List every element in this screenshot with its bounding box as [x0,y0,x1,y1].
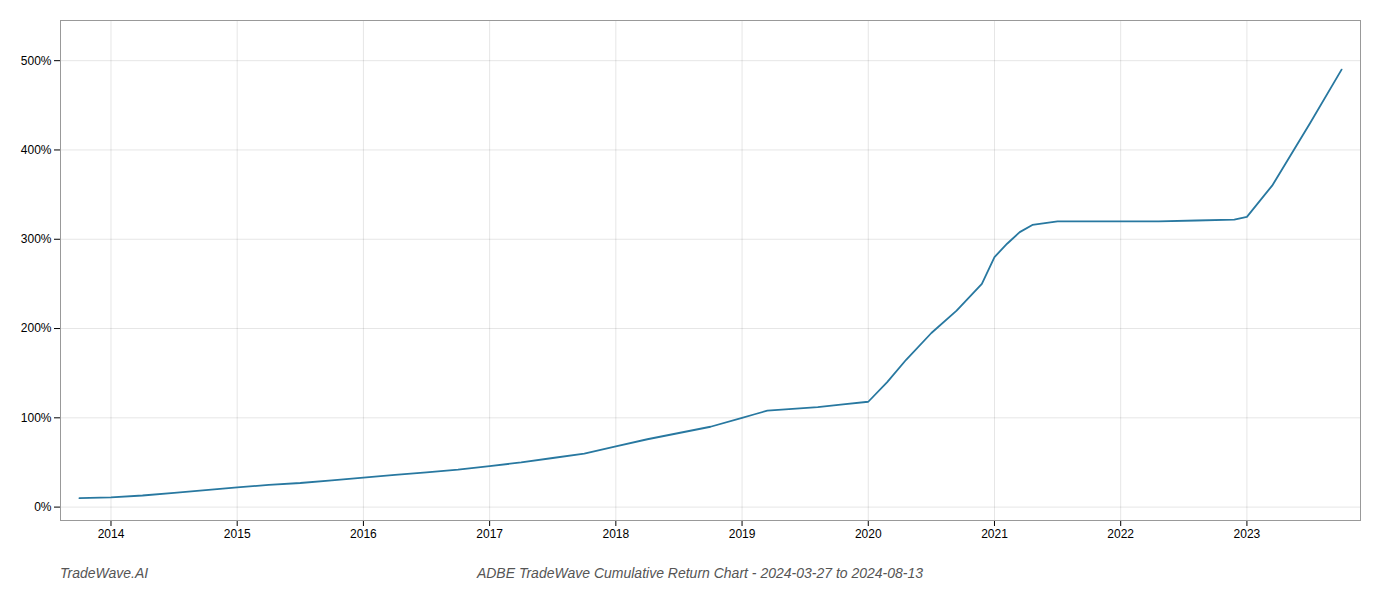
svg-text:200%: 200% [21,321,52,335]
html-text:ADBE TradeWave Cumulative Retu: ADBE TradeWave Cumulative Return Chart -… [476,565,924,581]
svg-text:300%: 300% [21,232,52,246]
svg-text:2023: 2023 [1234,527,1261,541]
svg-text:2017: 2017 [476,527,503,541]
svg-text:2014: 2014 [98,527,125,541]
html-text:TradeWave.AI: TradeWave.AI [60,565,149,581]
svg-text:2022: 2022 [1107,527,1134,541]
svg-text:2020: 2020 [855,527,882,541]
svg-text:2021: 2021 [981,527,1008,541]
svg-text:2019: 2019 [729,527,756,541]
svg-text:2016: 2016 [350,527,377,541]
svg-text:0%: 0% [34,500,52,514]
svg-text:2018: 2018 [602,527,629,541]
svg-text:400%: 400% [21,143,52,157]
svg-text:2015: 2015 [224,527,251,541]
svg-text:100%: 100% [21,411,52,425]
svg-text:500%: 500% [21,54,52,68]
